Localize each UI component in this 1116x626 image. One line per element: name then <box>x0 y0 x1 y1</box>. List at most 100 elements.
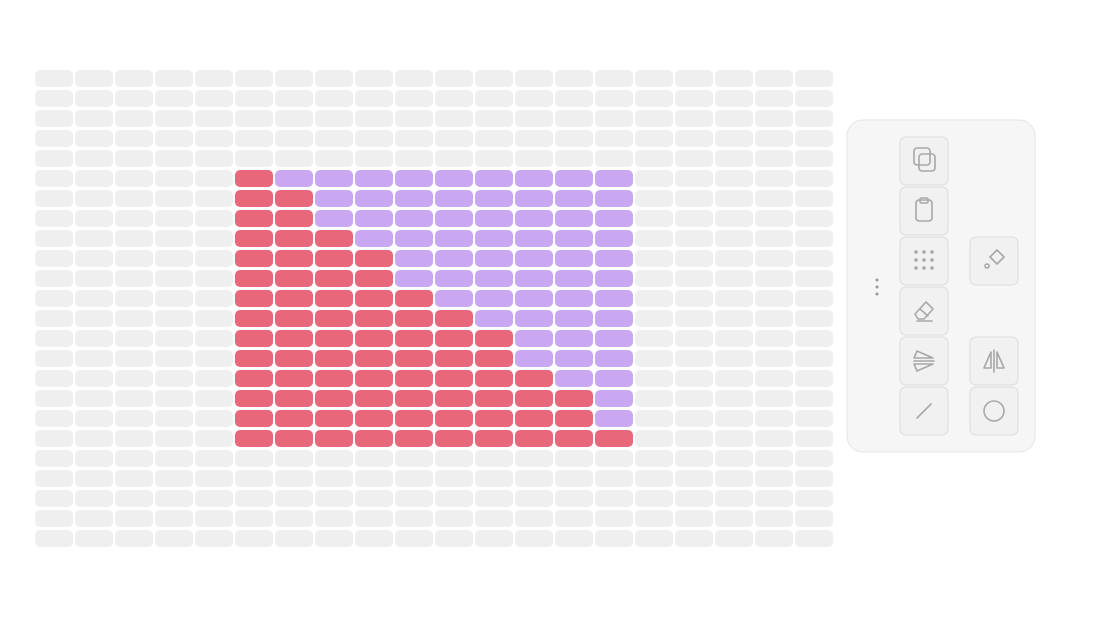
pixel-cell[interactable] <box>195 230 233 247</box>
pixel-cell[interactable] <box>715 110 753 127</box>
pixel-cell[interactable] <box>275 170 313 187</box>
pixel-cell[interactable] <box>715 510 753 527</box>
pixel-cell[interactable] <box>355 330 393 347</box>
pixel-cell[interactable] <box>115 490 153 507</box>
pixel-cell[interactable] <box>35 390 73 407</box>
pixel-cell[interactable] <box>475 250 513 267</box>
pixel-cell[interactable] <box>395 170 433 187</box>
pixel-cell[interactable] <box>475 450 513 467</box>
pixel-cell[interactable] <box>475 350 513 367</box>
pixel-cell[interactable] <box>315 150 353 167</box>
pixel-cell[interactable] <box>675 110 713 127</box>
pixel-cell[interactable] <box>475 130 513 147</box>
pixel-cell[interactable] <box>595 110 633 127</box>
pixel-cell[interactable] <box>155 70 193 87</box>
pixel-cell[interactable] <box>555 350 593 367</box>
pixel-cell[interactable] <box>155 150 193 167</box>
pixel-cell[interactable] <box>315 530 353 547</box>
pixel-cell[interactable] <box>435 170 473 187</box>
pixel-cell[interactable] <box>795 350 833 367</box>
pixel-cell[interactable] <box>595 210 633 227</box>
pixel-cell[interactable] <box>195 110 233 127</box>
pixel-cell[interactable] <box>635 530 673 547</box>
pixel-cell[interactable] <box>75 190 113 207</box>
pixel-cell[interactable] <box>555 490 593 507</box>
pixel-cell[interactable] <box>195 210 233 227</box>
pixel-cell[interactable] <box>675 530 713 547</box>
pixel-cell[interactable] <box>35 70 73 87</box>
pixel-cell[interactable] <box>675 70 713 87</box>
pixel-cell[interactable] <box>515 390 553 407</box>
pixel-cell[interactable] <box>635 330 673 347</box>
pixel-cell[interactable] <box>355 70 393 87</box>
pixel-cell[interactable] <box>555 390 593 407</box>
pixel-cell[interactable] <box>635 430 673 447</box>
pixel-cell[interactable] <box>195 250 233 267</box>
pixel-cell[interactable] <box>475 390 513 407</box>
pixel-cell[interactable] <box>395 370 433 387</box>
pixel-cell[interactable] <box>635 390 673 407</box>
pixel-cell[interactable] <box>115 190 153 207</box>
pixel-cell[interactable] <box>795 210 833 227</box>
flip-vertical-button[interactable] <box>899 336 949 386</box>
pixel-cell[interactable] <box>355 90 393 107</box>
pixel-cell[interactable] <box>315 330 353 347</box>
pixel-cell[interactable] <box>755 170 793 187</box>
pixel-cell[interactable] <box>395 450 433 467</box>
pixel-cell[interactable] <box>515 490 553 507</box>
pixel-cell[interactable] <box>675 390 713 407</box>
pixel-cell[interactable] <box>515 350 553 367</box>
pixel-cell[interactable] <box>795 270 833 287</box>
pixel-cell[interactable] <box>715 150 753 167</box>
pixel-cell[interactable] <box>155 190 193 207</box>
pixel-cell[interactable] <box>755 510 793 527</box>
pixel-cell[interactable] <box>555 430 593 447</box>
pixel-cell[interactable] <box>635 70 673 87</box>
pixel-cell[interactable] <box>355 170 393 187</box>
pixel-cell[interactable] <box>475 90 513 107</box>
pixel-cell[interactable] <box>355 350 393 367</box>
pixel-cell[interactable] <box>715 310 753 327</box>
pixel-cell[interactable] <box>435 510 473 527</box>
pixel-cell[interactable] <box>515 470 553 487</box>
pixel-cell[interactable] <box>275 470 313 487</box>
pixel-cell[interactable] <box>635 190 673 207</box>
drag-handle[interactable] <box>875 278 879 296</box>
pixel-cell[interactable] <box>675 270 713 287</box>
pixel-cell[interactable] <box>275 350 313 367</box>
pixel-cell[interactable] <box>435 450 473 467</box>
flip-horizontal-button[interactable] <box>969 336 1019 386</box>
pixel-cell[interactable] <box>315 130 353 147</box>
pixel-cell[interactable] <box>235 130 273 147</box>
pixel-cell[interactable] <box>355 450 393 467</box>
pixel-cell[interactable] <box>795 170 833 187</box>
pixel-cell[interactable] <box>435 70 473 87</box>
pixel-cell[interactable] <box>715 330 753 347</box>
pixel-cell[interactable] <box>155 430 193 447</box>
pixel-cell[interactable] <box>715 270 753 287</box>
pixel-cell[interactable] <box>195 170 233 187</box>
pixel-cell[interactable] <box>515 170 553 187</box>
pixel-cell[interactable] <box>195 410 233 427</box>
pixel-cell[interactable] <box>555 170 593 187</box>
pixel-cell[interactable] <box>35 130 73 147</box>
pixel-cell[interactable] <box>395 290 433 307</box>
pixel-cell[interactable] <box>675 350 713 367</box>
pixel-cell[interactable] <box>675 470 713 487</box>
pixel-cell[interactable] <box>395 530 433 547</box>
pixel-cell[interactable] <box>75 430 113 447</box>
pixel-cell[interactable] <box>555 410 593 427</box>
pixel-cell[interactable] <box>235 90 273 107</box>
pixel-cell[interactable] <box>435 130 473 147</box>
pixel-cell[interactable] <box>395 430 433 447</box>
pixel-cell[interactable] <box>435 330 473 347</box>
pixel-cell[interactable] <box>155 310 193 327</box>
pixel-cell[interactable] <box>715 210 753 227</box>
pixel-cell[interactable] <box>75 170 113 187</box>
pixel-cell[interactable] <box>75 150 113 167</box>
pixel-cell[interactable] <box>315 170 353 187</box>
pixel-cell[interactable] <box>795 130 833 147</box>
pixel-cell[interactable] <box>35 470 73 487</box>
pixel-cell[interactable] <box>555 150 593 167</box>
pixel-cell[interactable] <box>115 250 153 267</box>
